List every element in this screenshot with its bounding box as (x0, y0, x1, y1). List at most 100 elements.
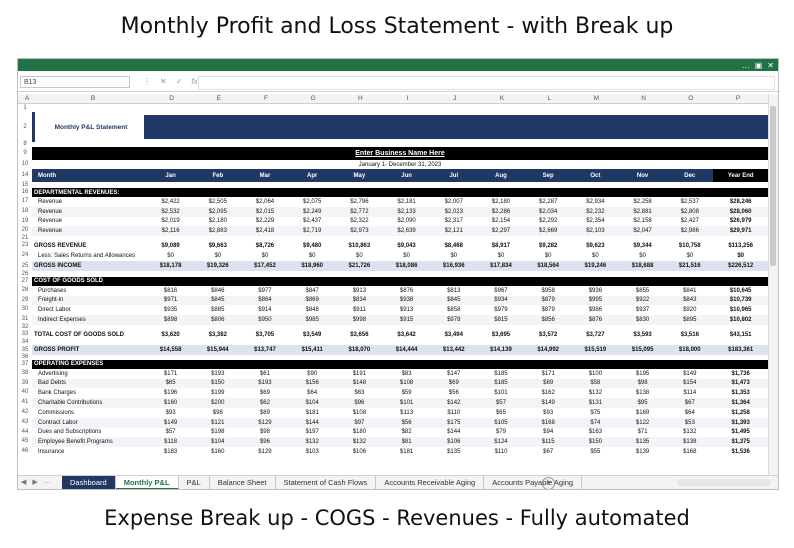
month-cell[interactable]: $79 (495, 429, 506, 436)
month-cell[interactable]: $0 (450, 252, 458, 259)
month-cell[interactable]: $9,480 (303, 243, 322, 250)
vertical-scrollbar[interactable] (768, 94, 778, 475)
month-cell[interactable]: $63 (354, 390, 365, 397)
month-cell[interactable]: $65 (165, 380, 176, 387)
month-cell[interactable]: $168 (541, 419, 555, 426)
year-end-cell[interactable]: $1,393 (731, 419, 750, 426)
row-header[interactable]: 41 (21, 399, 29, 406)
month-cell[interactable]: $193 (258, 380, 272, 387)
month-cell[interactable]: $108 (352, 409, 367, 416)
month-cell[interactable]: $2,019 (161, 218, 180, 225)
month-cell[interactable]: $2,973 (350, 228, 369, 235)
row-label[interactable]: Indirect Expenses (38, 317, 86, 324)
month-cell[interactable]: $922 (635, 297, 650, 304)
month-cell[interactable]: $17,834 (490, 262, 512, 269)
month-cell[interactable]: $977 (258, 287, 272, 294)
row-header[interactable]: 25 (21, 262, 29, 269)
month-cell[interactable]: $74 (590, 419, 601, 426)
row-header[interactable]: 31 (21, 316, 29, 323)
row-header[interactable]: 43 (21, 418, 29, 425)
month-cell[interactable]: $2,064 (255, 198, 275, 205)
month-cell[interactable]: $197 (305, 429, 319, 436)
month-cell[interactable]: $21,516 (678, 262, 701, 269)
column-header[interactable]: O (688, 95, 694, 102)
column-header[interactable]: I (406, 95, 409, 102)
month-cell[interactable]: $2,133 (397, 208, 416, 215)
month-cell[interactable]: $14,992 (537, 346, 560, 353)
row-header[interactable]: 35 (21, 346, 29, 353)
year-end-cell[interactable]: $1,536 (731, 449, 750, 456)
month-cell[interactable]: $193 (211, 370, 225, 377)
month-cell[interactable]: $98 (637, 380, 648, 387)
month-cell[interactable]: $841 (683, 287, 697, 294)
month-cell[interactable]: $56 (448, 390, 459, 397)
month-cell[interactable]: $94 (543, 429, 554, 436)
row-label[interactable]: TOTAL COST OF GOODS SOLD (34, 331, 125, 338)
month-cell[interactable]: $113 (400, 409, 414, 416)
month-cell[interactable]: $122 (635, 419, 650, 426)
month-cell[interactable]: $2,047 (633, 228, 652, 235)
month-cell[interactable]: $185 (494, 380, 508, 387)
row-label[interactable]: Bank Charges (38, 390, 77, 397)
month-cell[interactable]: $132 (352, 439, 367, 446)
month-cell[interactable]: $938 (399, 297, 414, 304)
month-cell[interactable]: $843 (683, 297, 697, 304)
row-label[interactable]: Advertising (38, 370, 68, 377)
month-cell[interactable]: $185 (494, 370, 508, 377)
month-cell[interactable]: $2,639 (397, 228, 416, 235)
month-cell[interactable]: $18,000 (678, 346, 701, 353)
row-header[interactable]: 24 (21, 252, 29, 258)
month-cell[interactable]: $2,258 (633, 198, 652, 205)
month-cell[interactable]: $162 (541, 390, 555, 397)
month-cell[interactable]: $855 (635, 287, 650, 294)
month-cell[interactable]: $138 (635, 390, 650, 397)
month-cell[interactable]: $18,564 (537, 262, 560, 269)
month-cell[interactable]: $985 (305, 317, 319, 324)
column-header[interactable]: E (216, 95, 221, 102)
tab-p-l[interactable]: P&L (179, 476, 210, 489)
year-end-cell[interactable]: $10,739 (729, 297, 752, 304)
row-header[interactable]: 26 (21, 270, 29, 277)
row-header[interactable]: 8 (23, 141, 27, 147)
month-cell[interactable]: $2,322 (350, 218, 369, 225)
month-cell[interactable]: $18,960 (301, 262, 324, 269)
month-cell[interactable]: $898 (163, 317, 178, 324)
enter-icon[interactable]: ✓ (175, 77, 183, 86)
month-cell[interactable]: $830 (635, 317, 650, 324)
column-header[interactable]: F (264, 95, 268, 102)
tab-balance-sheet[interactable]: Balance Sheet (210, 476, 276, 489)
month-cell[interactable]: $96 (354, 400, 365, 407)
month-cell[interactable]: $2,297 (491, 228, 511, 235)
row-header[interactable]: 33 (21, 331, 29, 337)
month-cell[interactable]: $110 (494, 449, 508, 456)
tab-accounts-receivable-aging[interactable]: Accounts Receivable Aging (376, 476, 485, 489)
row-label[interactable]: GROSS REVENUE (34, 243, 87, 250)
month-cell[interactable]: $2,180 (208, 218, 227, 225)
month-cell[interactable]: $2,881 (633, 208, 652, 215)
month-cell[interactable]: $95 (637, 400, 648, 407)
month-cell[interactable]: $15,095 (631, 346, 654, 353)
month-cell[interactable]: $149 (541, 400, 555, 407)
month-cell[interactable]: $915 (399, 317, 414, 324)
month-cell[interactable]: $3,593 (633, 331, 652, 338)
month-cell[interactable]: $806 (211, 317, 225, 324)
month-cell[interactable]: $2,354 (586, 218, 605, 225)
month-cell[interactable]: $18,070 (348, 346, 371, 353)
year-end-cell[interactable]: $0 (737, 252, 745, 259)
month-cell[interactable]: $2,286 (491, 208, 511, 215)
month-cell[interactable]: $181 (305, 409, 319, 416)
close-icon[interactable]: ✕ (767, 60, 774, 70)
column-header[interactable]: L (547, 95, 551, 102)
month-cell[interactable]: $2,023 (444, 208, 463, 215)
year-end-cell[interactable]: $43,151 (729, 331, 752, 338)
month-cell[interactable]: $135 (635, 439, 650, 446)
month-cell[interactable]: $0 (214, 252, 222, 259)
row-label[interactable]: Dues and Subscriptions (38, 429, 102, 436)
month-cell[interactable]: $15,944 (206, 346, 229, 353)
month-cell[interactable]: $199 (211, 390, 225, 397)
month-cell[interactable]: $3,516 (680, 331, 699, 338)
month-cell[interactable]: $879 (541, 297, 555, 304)
row-header[interactable]: 2 (23, 124, 27, 130)
month-cell[interactable]: $950 (258, 317, 272, 324)
month-cell[interactable]: $10,758 (678, 243, 701, 250)
